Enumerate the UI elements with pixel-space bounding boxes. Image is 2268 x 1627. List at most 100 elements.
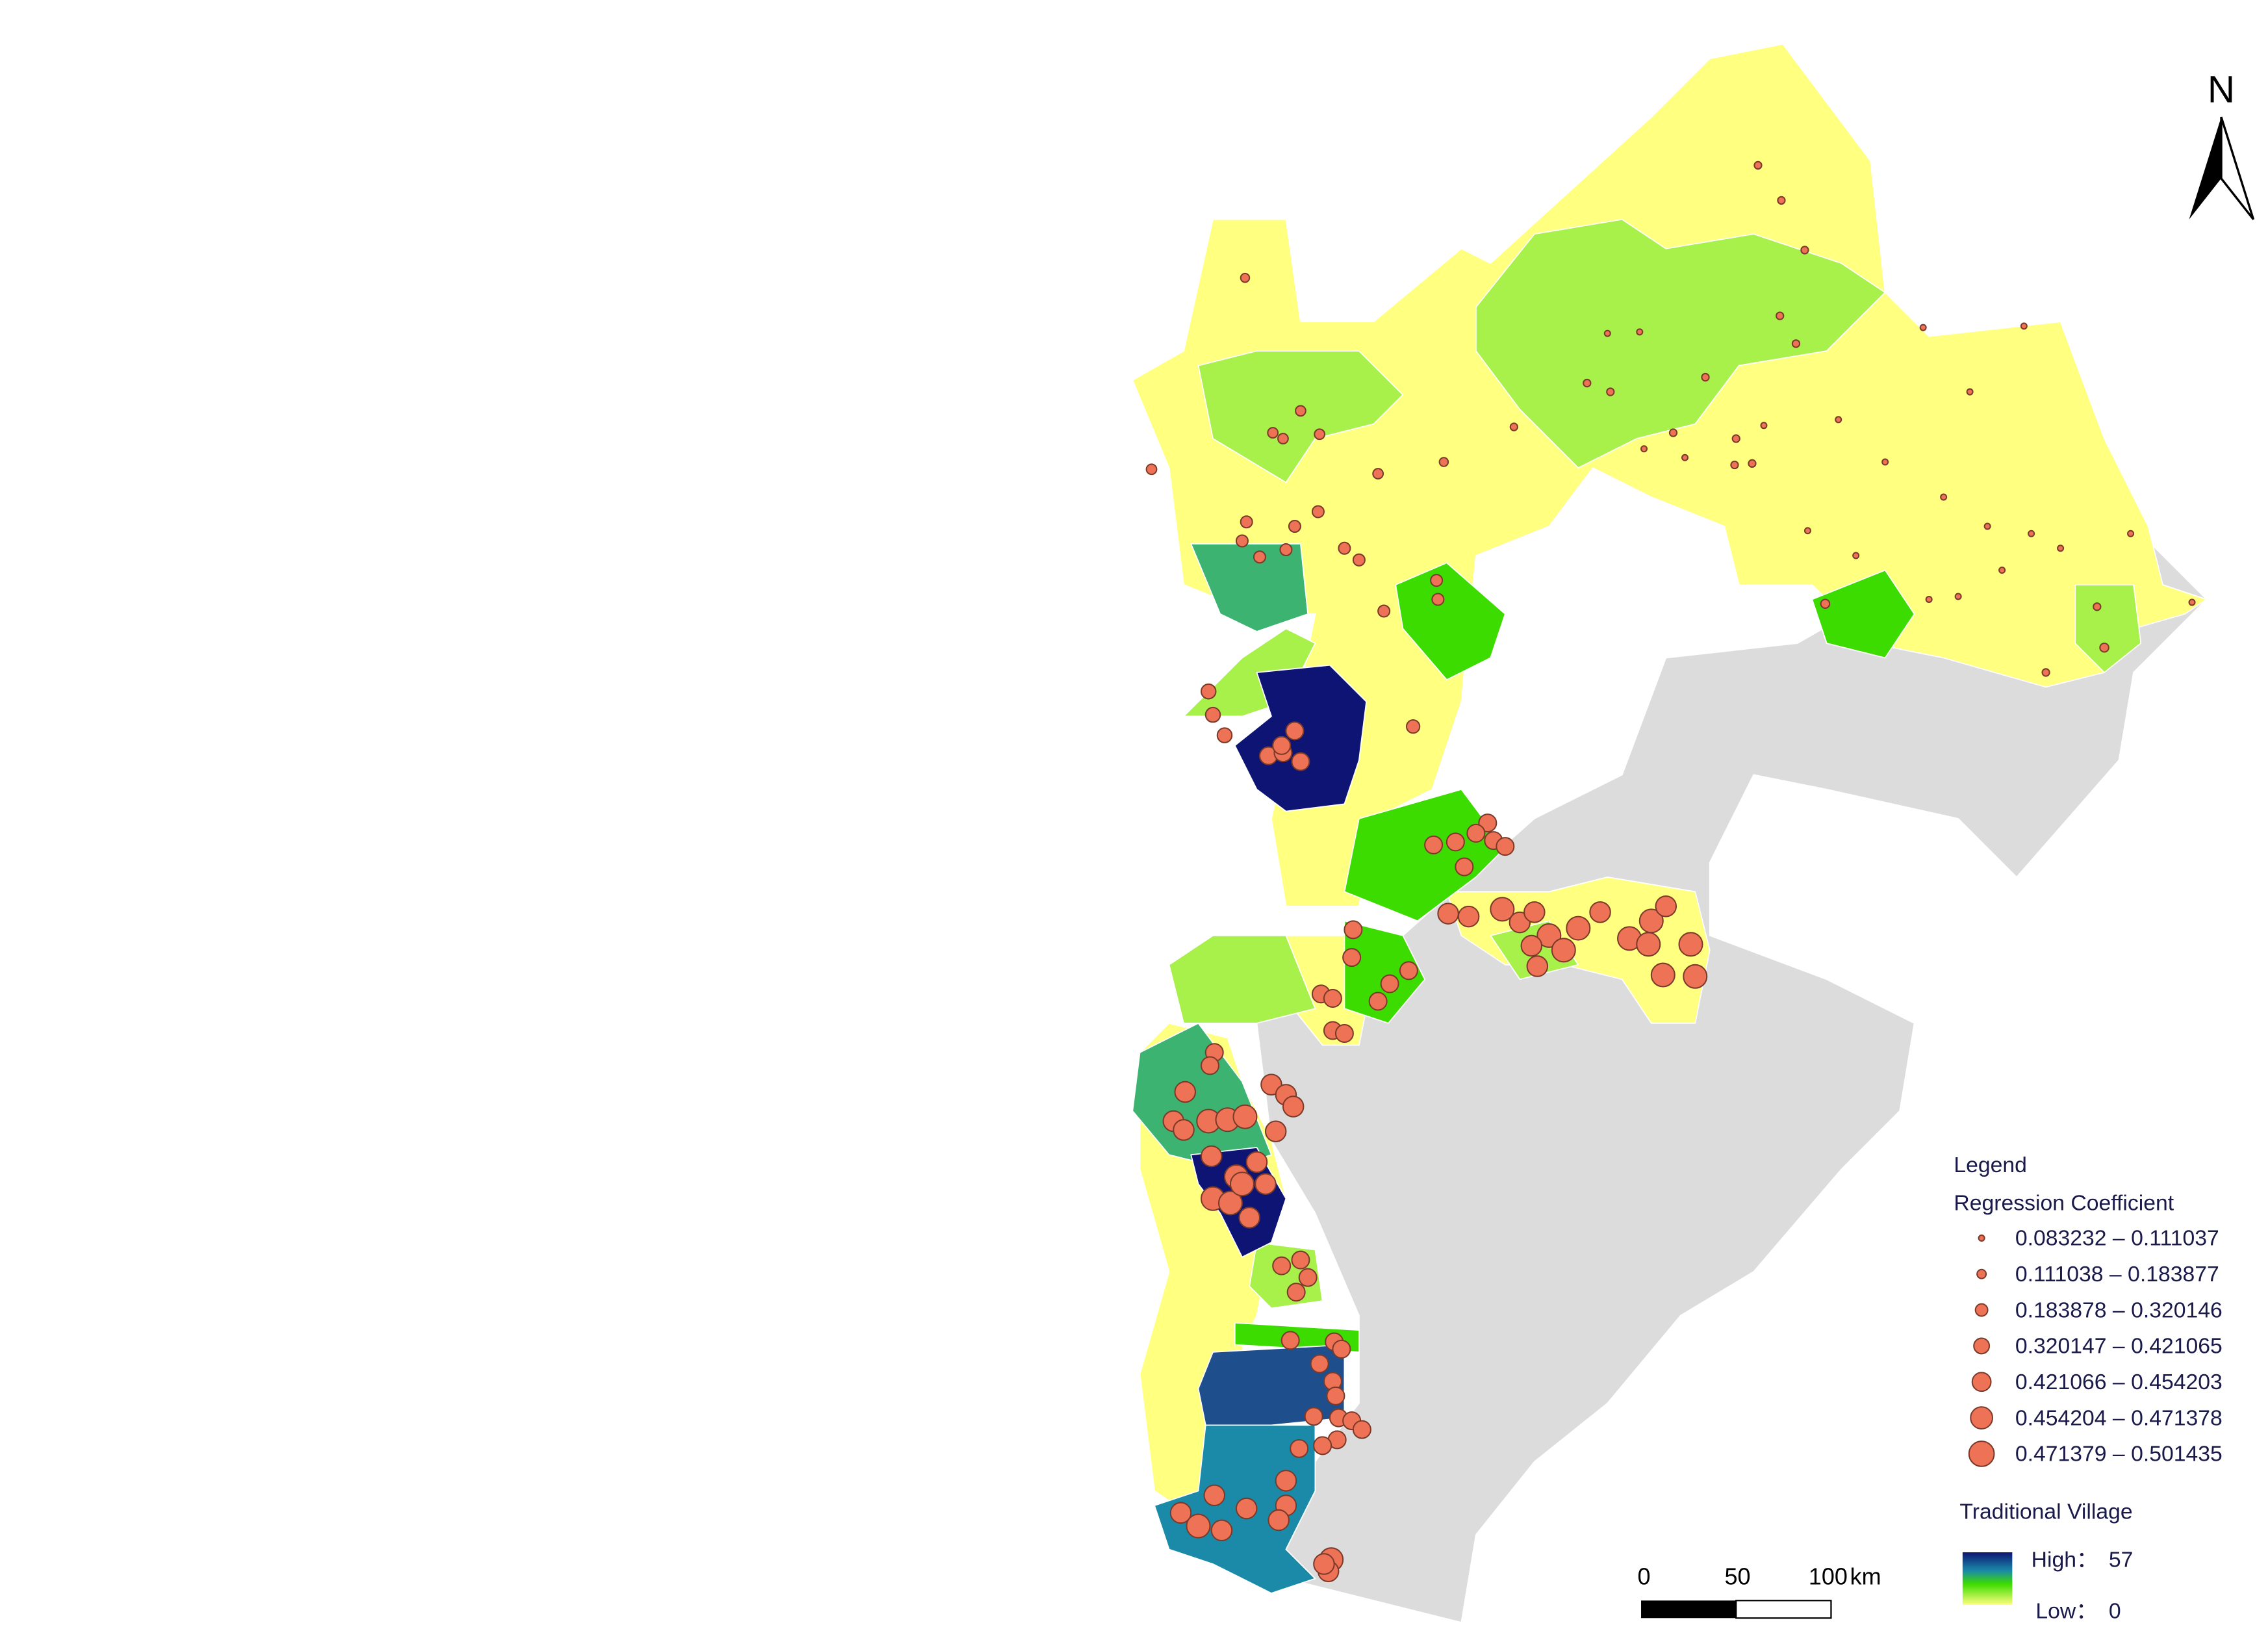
village-point bbox=[1701, 372, 1710, 382]
village-point bbox=[1291, 1250, 1310, 1270]
village-point bbox=[1342, 948, 1362, 967]
village-point bbox=[1279, 543, 1293, 557]
village-point bbox=[2028, 530, 2035, 537]
high-value: 57 bbox=[2109, 1548, 2134, 1572]
legend: Legend Regression Coefficient Traditiona… bbox=[1954, 1153, 2222, 1623]
village-point bbox=[1216, 727, 1233, 743]
village-point bbox=[1174, 1081, 1196, 1103]
village-point bbox=[1437, 903, 1459, 925]
village-point bbox=[1636, 932, 1661, 957]
legend-class: 0.471379 – 0.501435 bbox=[2015, 1442, 2223, 1467]
village-point bbox=[1235, 1497, 1258, 1520]
village-point bbox=[1791, 339, 1801, 348]
legend-symbol bbox=[1973, 1337, 1991, 1355]
village-point bbox=[1229, 1172, 1255, 1197]
legend-symbol bbox=[1978, 1234, 1985, 1242]
village-point bbox=[1286, 1283, 1306, 1302]
legend-class: 0.320147 – 0.421065 bbox=[2015, 1334, 2223, 1359]
village-point bbox=[1655, 895, 1677, 917]
scale-black bbox=[1641, 1600, 1737, 1619]
village-point bbox=[1683, 964, 1708, 989]
village-point bbox=[2020, 322, 2028, 330]
village-point bbox=[1238, 1207, 1260, 1229]
village-point bbox=[1272, 736, 1292, 755]
village-point bbox=[1438, 457, 1449, 467]
village-point bbox=[1640, 445, 1648, 453]
legend-class: 0.183878 – 0.320146 bbox=[2015, 1298, 2223, 1322]
village-point bbox=[1377, 604, 1391, 618]
village-point bbox=[1760, 422, 1768, 429]
scale-label: 50 bbox=[1724, 1563, 1750, 1590]
village-point bbox=[1490, 897, 1515, 922]
village-point bbox=[1803, 527, 1811, 535]
village-point bbox=[1240, 272, 1251, 283]
village-point bbox=[1282, 1095, 1305, 1118]
village-point bbox=[1232, 1104, 1258, 1129]
village-point bbox=[1323, 989, 1342, 1008]
village-point bbox=[1290, 1439, 1309, 1458]
village-point bbox=[1200, 683, 1217, 700]
legend-class: 0.421066 – 0.454203 bbox=[2015, 1370, 2223, 1394]
village-point bbox=[1520, 934, 1543, 957]
village-point bbox=[1245, 1151, 1268, 1173]
scale-label: 0 bbox=[1638, 1563, 1651, 1590]
village-point bbox=[1210, 1519, 1233, 1542]
village-point bbox=[1650, 962, 1676, 988]
north-label: N bbox=[2208, 69, 2235, 111]
village-point bbox=[1983, 522, 1991, 530]
village-point bbox=[1457, 905, 1480, 928]
legend-symbol bbox=[1968, 1441, 1995, 1467]
village-point bbox=[1352, 553, 1366, 567]
village-point bbox=[1431, 593, 1445, 606]
village-points bbox=[1145, 160, 2196, 1583]
village-point bbox=[2093, 602, 2102, 611]
village-point bbox=[1310, 1354, 1329, 1374]
village-point bbox=[1372, 468, 1384, 480]
village-point bbox=[1820, 598, 1831, 609]
village-regions bbox=[1132, 218, 2142, 1594]
village-point bbox=[1681, 454, 1689, 461]
village-point bbox=[1509, 422, 1518, 431]
village-point bbox=[1285, 721, 1305, 741]
village-point bbox=[1203, 1484, 1225, 1507]
high-label: High： bbox=[2032, 1548, 2098, 1572]
village-point bbox=[1332, 1339, 1351, 1359]
scale-white bbox=[1735, 1600, 1832, 1619]
village-point bbox=[1313, 1436, 1332, 1455]
legend-symbol bbox=[1974, 1303, 1989, 1317]
village-point bbox=[1925, 595, 1933, 603]
arrow-left bbox=[2189, 117, 2222, 220]
village-point bbox=[1169, 1502, 1192, 1524]
village-point bbox=[1304, 1407, 1323, 1426]
village-point bbox=[1217, 1190, 1243, 1216]
village-point bbox=[1455, 857, 1474, 877]
village-point bbox=[2099, 642, 2109, 653]
village-point bbox=[1668, 428, 1678, 437]
village-point bbox=[2127, 530, 2135, 537]
village-point bbox=[1352, 1420, 1371, 1439]
legend-title: Legend bbox=[1954, 1153, 2027, 1177]
scale-unit: km bbox=[1850, 1563, 1881, 1590]
village-point bbox=[1966, 388, 1974, 396]
village-point bbox=[1338, 541, 1351, 555]
arrow-right bbox=[2220, 116, 2255, 220]
village-point bbox=[1380, 974, 1399, 993]
legend-symbol bbox=[1971, 1372, 1992, 1392]
village-point bbox=[1603, 329, 1611, 337]
village-point bbox=[1268, 1509, 1290, 1531]
village-point bbox=[1235, 534, 1249, 548]
village-point bbox=[2188, 598, 2196, 606]
village-point bbox=[1606, 387, 1615, 396]
village-point bbox=[1753, 160, 1763, 170]
village-point bbox=[1344, 920, 1363, 940]
village-point bbox=[1919, 324, 1927, 331]
village-point bbox=[1313, 1553, 1335, 1575]
village-point bbox=[2041, 668, 2050, 677]
village-point bbox=[1566, 916, 1591, 941]
village-point bbox=[1145, 463, 1158, 476]
village-point bbox=[1295, 405, 1306, 417]
village-point bbox=[1204, 706, 1221, 723]
village-point bbox=[1314, 428, 1326, 441]
